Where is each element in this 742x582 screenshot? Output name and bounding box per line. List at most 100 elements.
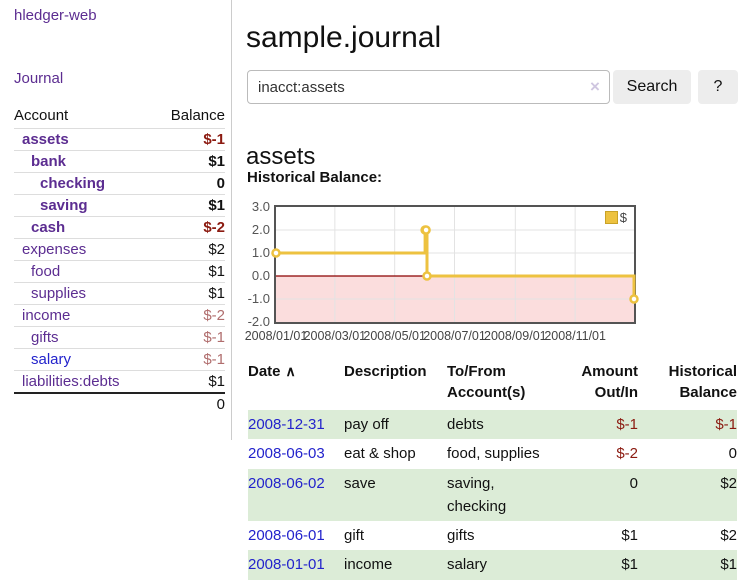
chart-x-tick-label: 2008/07/01	[423, 329, 486, 343]
register-description: pay off	[344, 410, 447, 440]
account-balance: $2	[153, 238, 225, 261]
sidebar-account-link[interactable]: gifts	[31, 329, 59, 346]
sidebar-account-link[interactable]: bank	[31, 153, 67, 170]
sidebar-account-link[interactable]: supplies	[31, 285, 87, 302]
register-balance: $1	[638, 550, 737, 580]
sidebar-account-link[interactable]: saving	[40, 197, 88, 214]
account-row: salary $-1	[14, 348, 225, 371]
register-date-link[interactable]: 2008-12-31	[248, 416, 325, 433]
register-amount: $-2	[616, 445, 638, 463]
register-balance: $-1	[638, 410, 737, 440]
register-table: Date ∧ Description To/From Account(s) Amo…	[248, 361, 737, 580]
clear-search-icon[interactable]: ×	[590, 77, 600, 96]
register-header-row: Date ∧ Description To/From Account(s) Amo…	[248, 361, 737, 410]
help-button[interactable]: ?	[698, 70, 738, 104]
register-description: save	[344, 468, 447, 521]
register-row: 2008-12-31 pay off debts $-1 $-1	[248, 410, 737, 440]
sidebar-account-link[interactable]: assets	[22, 131, 69, 148]
chart-x-tick-label: 2008/01/01	[244, 329, 308, 343]
brand-link[interactable]: hledger-web	[14, 7, 97, 24]
register-amount: $-1	[565, 410, 638, 440]
account-row: supplies $1	[14, 282, 225, 305]
register-header-date[interactable]: Date ∧	[248, 363, 296, 380]
chart-y-tick-label: -1.0	[247, 291, 270, 306]
account-balance: $1	[153, 282, 225, 305]
accounts-total-row: 0	[14, 392, 225, 415]
sidebar-account-link[interactable]: checking	[40, 175, 106, 192]
account-row: checking 0	[14, 172, 225, 195]
account-balance: $1	[153, 150, 225, 173]
accounts-total-value: 0	[153, 392, 225, 415]
sidebar-divider	[231, 0, 232, 440]
search-button[interactable]: Search	[613, 70, 691, 104]
sidebar-account-link[interactable]: food	[31, 263, 61, 280]
register-date-link[interactable]: 2008-06-01	[248, 527, 325, 544]
chart-x-tick-label: 2008/09/01	[484, 329, 547, 343]
account-heading: assets	[246, 142, 316, 170]
accounts-table: Account Balance assets $-1 bank $1 checking 0…	[14, 103, 225, 415]
account-row: saving $1	[14, 194, 225, 217]
account-balance: $-1	[153, 326, 225, 349]
chart-x-tick-label: 2008/05/01	[363, 329, 426, 343]
register-date-link[interactable]: 2008-06-03	[248, 445, 325, 463]
register-description: eat & shop	[344, 445, 416, 463]
chart-title: Historical Balance:	[247, 169, 383, 186]
account-balance: $-1	[153, 348, 225, 371]
accounts-header-row: Account Balance	[14, 103, 225, 129]
register-row: 2008-06-03 eat & shop food, supplies $-2 0	[248, 439, 737, 468]
chart-x-tick-label: 2008/11/01	[544, 329, 606, 343]
chart-y-tick-label: 2.0	[251, 222, 270, 237]
legend-swatch-icon	[604, 211, 618, 224]
register-amount: 0	[565, 468, 638, 521]
register-accounts: food, supplies	[447, 445, 540, 463]
legend-series-label: $	[619, 210, 627, 225]
sidebar-account-link[interactable]: income	[22, 307, 71, 324]
sidebar-account-link[interactable]: salary	[31, 351, 72, 368]
register-accounts: debts	[447, 410, 565, 440]
page-title: sample.journal	[246, 21, 442, 55]
register-row: 2008-06-02 save saving, checking 0 $2	[248, 468, 737, 521]
register-accounts: saving, checking	[447, 468, 565, 521]
sidebar-account-link[interactable]: liabilities:debts	[22, 373, 120, 390]
register-balance: $2	[720, 527, 737, 544]
register-date-link[interactable]: 2008-01-01	[248, 556, 325, 574]
register-description: gift	[344, 527, 365, 544]
register-header-description: Description	[344, 363, 427, 380]
register-row: 2008-06-01 gift gifts $1 $2	[248, 521, 737, 550]
account-row: assets $-1	[14, 128, 225, 151]
register-date-link[interactable]: 2008-06-02	[248, 474, 325, 492]
account-balance: $1	[153, 260, 225, 283]
account-row: food $1	[14, 260, 225, 283]
register-description: income	[344, 550, 447, 580]
register-balance: 0	[728, 445, 737, 463]
register-header-tofrom: To/From Account(s)	[447, 363, 526, 401]
account-row: income $-2	[14, 304, 225, 327]
chart-y-tick-label: 0.0	[251, 268, 270, 283]
account-row: gifts $-1	[14, 326, 225, 349]
account-balance: $-2	[153, 304, 225, 327]
sidebar-account-link[interactable]: expenses	[22, 241, 87, 258]
sidebar-item-journal[interactable]: Journal	[14, 70, 64, 87]
account-row: expenses $2	[14, 238, 225, 261]
register-header-balance: Historical Balance	[668, 363, 737, 401]
search-input[interactable]	[247, 70, 610, 104]
account-row: bank $1	[14, 150, 225, 173]
register-amount: $1	[621, 527, 638, 544]
register-balance: $2	[638, 468, 737, 521]
accounts-header-account: Account	[14, 107, 69, 124]
sidebar-account-link[interactable]: cash	[31, 219, 66, 236]
register-accounts: salary	[447, 550, 565, 580]
register-row: 2008-01-01 income salary $1 $1	[248, 550, 737, 580]
account-balance: $-1	[153, 128, 225, 151]
account-balance: $1	[153, 194, 225, 217]
account-balance: $-2	[153, 216, 225, 239]
account-row: cash $-2	[14, 216, 225, 239]
historical-balance-chart: $	[271, 205, 639, 324]
register-accounts: gifts	[447, 527, 475, 544]
accounts-header-balance: Balance	[170, 107, 225, 124]
chart-y-tick-label: 3.0	[251, 199, 270, 214]
register-header-amount: Amount Out/In	[581, 363, 638, 401]
chart-y-tick-label: 1.0	[251, 245, 270, 260]
chart-x-tick-label: 2008/03/01	[303, 329, 367, 343]
